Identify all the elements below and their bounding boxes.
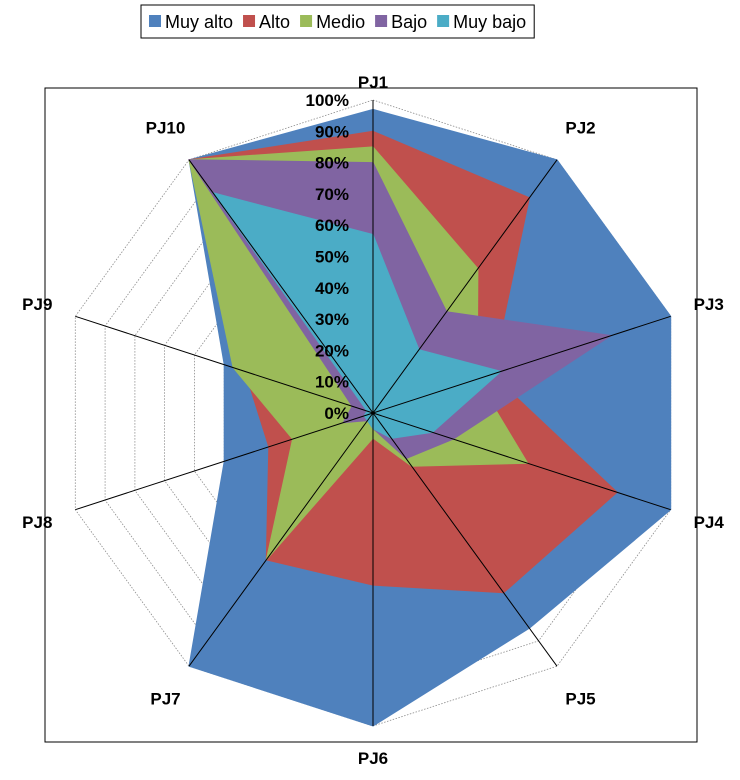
legend-swatch-muy-alto — [149, 15, 161, 27]
tick-label: 50% — [315, 248, 349, 267]
tick-label: 80% — [315, 154, 349, 173]
category-label-pj7: PJ7 — [150, 690, 180, 709]
legend-swatch-alto — [243, 15, 256, 27]
category-label-pj3: PJ3 — [694, 295, 724, 314]
category-label-pj6: PJ6 — [358, 749, 388, 768]
legend-label-bajo: Bajo — [391, 12, 427, 32]
legend-box — [140, 4, 535, 39]
legend-label-muy-alto: Muy alto — [165, 12, 233, 32]
category-label-pj1: PJ1 — [358, 73, 388, 92]
spoke-pj4 — [372, 412, 671, 511]
spoke-pj2 — [372, 159, 558, 414]
legend-swatch-bajo — [375, 15, 388, 27]
plot-area-frame — [44, 87, 698, 743]
spoke-pj10 — [188, 159, 374, 414]
legend-label-medio: Medio — [316, 12, 365, 32]
tick-label: 0% — [324, 404, 349, 423]
category-label-pj2: PJ2 — [565, 118, 595, 137]
tick-label: 30% — [315, 310, 349, 329]
category-label-pj10: PJ10 — [146, 118, 186, 137]
series-areas — [188, 108, 672, 727]
spoke-pj3 — [372, 315, 671, 414]
radar-spokes — [75, 100, 671, 726]
category-labels: PJ1 PJ2 PJ3 PJ4 PJ5 PJ6 PJ7 PJ8 PJ9 PJ10 — [22, 73, 724, 768]
tick-label: 60% — [315, 216, 349, 235]
spoke-pj5 — [372, 412, 558, 667]
category-label-pj4: PJ4 — [694, 513, 725, 532]
tick-label: 90% — [315, 122, 349, 141]
category-label-pj9: PJ9 — [22, 295, 52, 314]
legend-swatch-medio — [300, 15, 313, 27]
spoke-pj7 — [188, 412, 374, 667]
legend-label-alto: Alto — [259, 12, 290, 32]
legend: Muy alto Alto Medio Bajo Muy bajo — [140, 4, 535, 39]
category-label-pj5: PJ5 — [565, 690, 595, 709]
tick-label: 10% — [315, 373, 349, 392]
tick-label: 100% — [306, 91, 349, 110]
tick-label: 20% — [315, 341, 349, 360]
radial-tick-labels: 0% 10% 20% 30% 40% 50% 60% 70% 80% 90% 100% — [306, 91, 349, 423]
spoke-pj9 — [75, 315, 374, 414]
legend-swatch-muy-bajo — [437, 15, 450, 27]
category-label-pj8: PJ8 — [22, 513, 52, 532]
tick-label: 40% — [315, 279, 349, 298]
spoke-pj8 — [75, 412, 374, 511]
tick-label: 70% — [315, 185, 349, 204]
legend-label-muy-bajo: Muy bajo — [453, 12, 526, 32]
